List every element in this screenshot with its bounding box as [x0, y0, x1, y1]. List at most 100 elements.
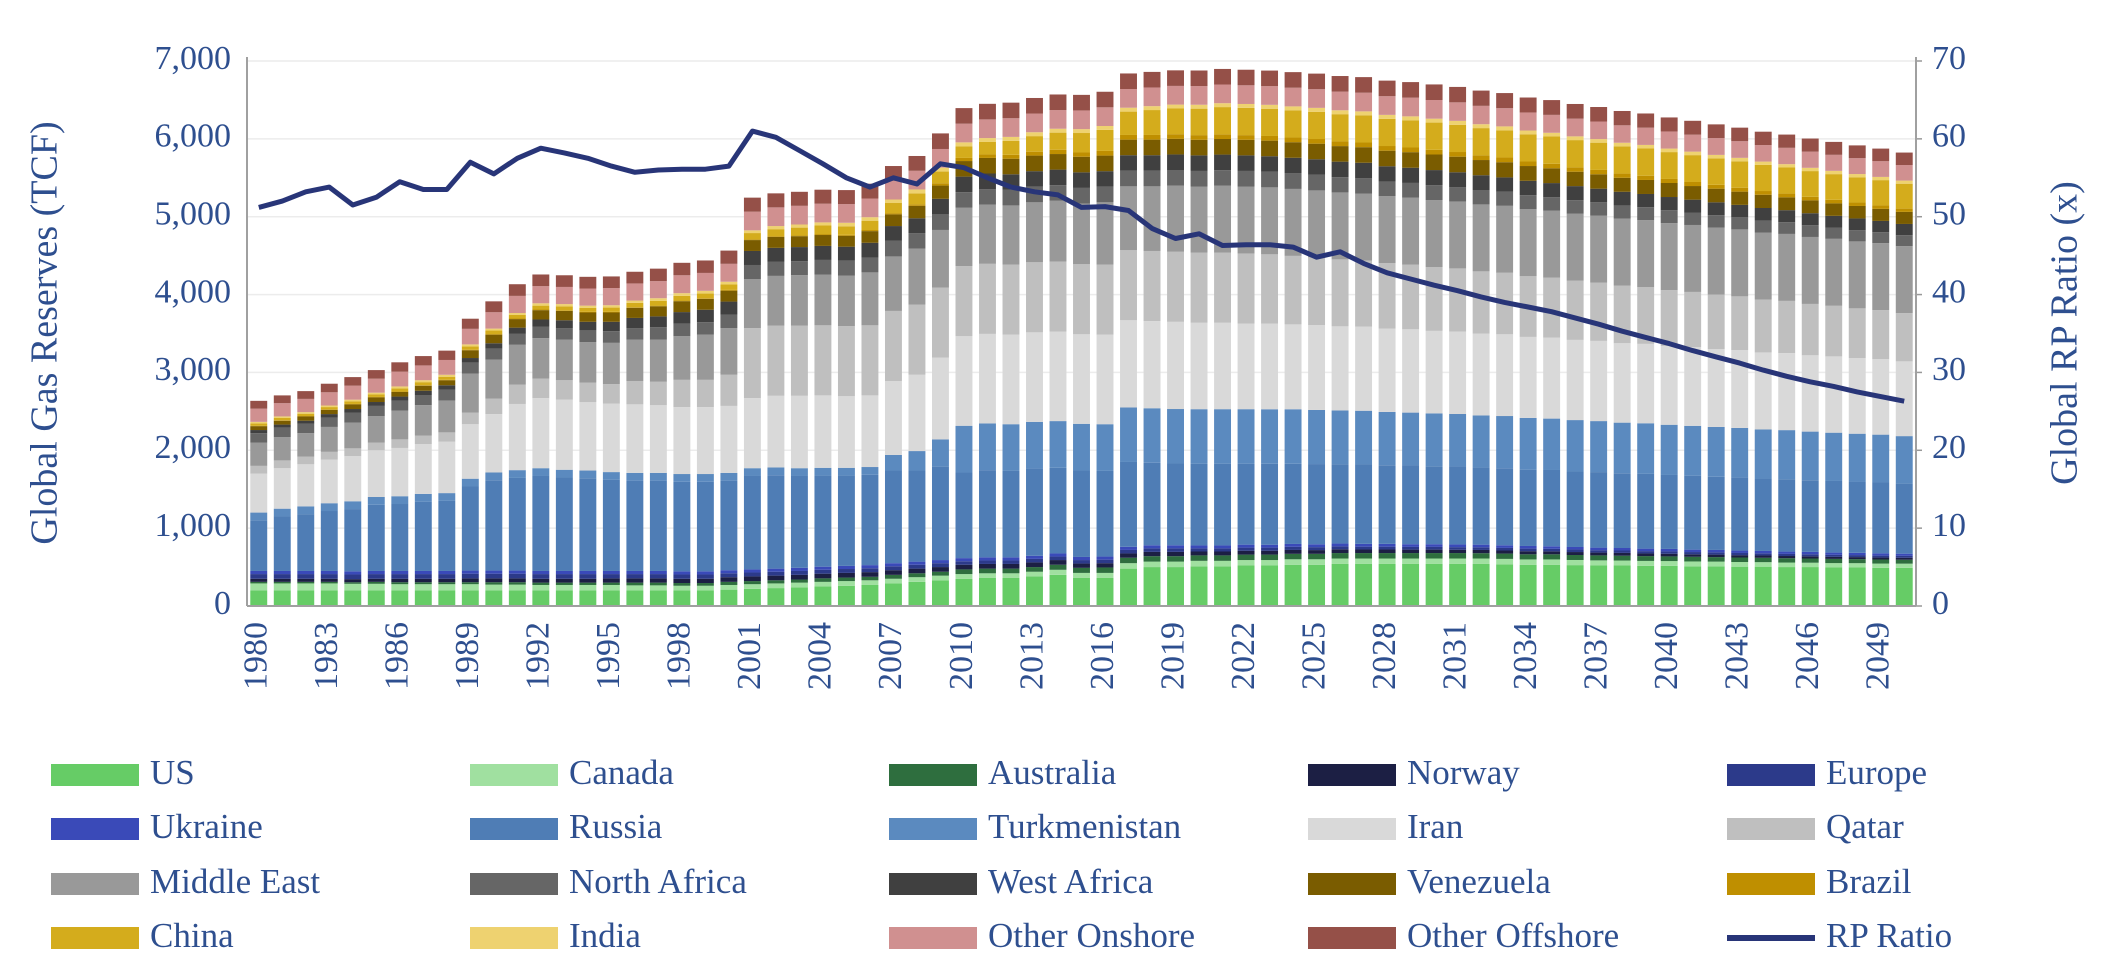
bar-segment [1543, 551, 1561, 555]
bar-segment [1660, 346, 1678, 425]
bar-segment [1190, 108, 1208, 136]
bar-segment [1801, 554, 1819, 557]
bar-segment [1496, 157, 1514, 163]
bar-segment [1707, 552, 1725, 555]
bar-segment [1073, 187, 1090, 204]
bar-segment [931, 560, 949, 564]
bar-segment [1331, 177, 1349, 193]
bar-segment [1261, 104, 1279, 109]
bar-segment [1590, 142, 1608, 170]
bar-segment [344, 448, 362, 457]
bar-segment [1002, 334, 1020, 425]
bar-segment [1566, 118, 1584, 137]
bar-segment [297, 514, 315, 571]
bar-segment [1872, 176, 1890, 181]
bar-segment [1778, 134, 1796, 148]
bar-segment [790, 587, 808, 606]
legend-swatch [51, 764, 139, 786]
bar-segment [602, 288, 620, 306]
bar-segment [1543, 100, 1561, 115]
bar-segment [367, 394, 385, 397]
bar-segment [1731, 557, 1749, 563]
bar-segment [720, 301, 738, 315]
bar-segment [931, 287, 949, 358]
bar-segment [1214, 551, 1232, 556]
legend-swatch [470, 818, 558, 840]
bar-segment [1895, 557, 1913, 560]
bar-segment [1519, 545, 1537, 549]
bar-segment [1096, 129, 1114, 151]
bar-segment [1214, 84, 1232, 104]
bar-segment [1237, 103, 1255, 108]
bar-segment [649, 281, 667, 299]
y-tick-label: 2,000 [155, 429, 232, 466]
bar-segment [1590, 121, 1608, 140]
bar-segment [743, 279, 761, 329]
bar-segment [1355, 162, 1373, 179]
bar-segment [602, 578, 620, 583]
bar-segment [1472, 467, 1490, 545]
bar-segment [1848, 563, 1866, 568]
bar-segment [1402, 182, 1420, 198]
bar-segment [626, 404, 644, 473]
bar-segment [720, 374, 738, 406]
bar-segment [508, 570, 526, 574]
bar-segment [720, 250, 738, 264]
bar-segment [1308, 547, 1326, 551]
bar-segment [1026, 97, 1043, 114]
bar-segment [1496, 545, 1514, 548]
bar-segment [1214, 68, 1232, 85]
bar-segment [1167, 134, 1184, 139]
bar-segment [391, 386, 409, 389]
bar-segment [1754, 207, 1772, 221]
bar-segment [1190, 555, 1208, 561]
bar-segment [743, 240, 761, 251]
bar-segment [1237, 463, 1255, 545]
bar-segment [673, 293, 691, 296]
bar-segment [1660, 556, 1678, 562]
bar-segment [391, 400, 409, 411]
bar-segment [1707, 227, 1725, 295]
bar-segment [1566, 136, 1584, 141]
bar-segment [767, 475, 785, 569]
bar-segment [1613, 218, 1631, 286]
bar-segment [1096, 202, 1114, 265]
bar-segment [1096, 556, 1114, 560]
bar-segment [438, 582, 456, 585]
bar-segment [790, 395, 808, 469]
bar-segment [1660, 565, 1678, 606]
bar-segment [1519, 180, 1537, 196]
bar-segment [1566, 213, 1584, 281]
bar-segment [884, 240, 902, 257]
bar-segment [743, 572, 761, 577]
bar-segment [273, 437, 291, 461]
bar-segment [1261, 254, 1279, 324]
legend-label: Australia [988, 753, 1117, 792]
bar-segment [297, 456, 315, 465]
bar-segment [414, 356, 432, 366]
bar-segment [743, 233, 761, 240]
bar-segment [532, 590, 550, 606]
bar-segment [1848, 552, 1866, 556]
bar-segment [1143, 71, 1161, 88]
bar-segment [1519, 417, 1537, 470]
bar-segment [1026, 562, 1043, 568]
bar-segment [438, 374, 456, 377]
bar-segment [1566, 140, 1584, 168]
bar-segment [1754, 164, 1772, 192]
bar-segment [1801, 225, 1819, 237]
bar-segment [1378, 114, 1396, 119]
bar-segment [320, 392, 338, 406]
bar-segment [414, 501, 432, 571]
bar-segment [1167, 70, 1184, 86]
bar-segment [720, 472, 738, 481]
bar-segment [767, 588, 785, 606]
bar-segment [696, 298, 714, 310]
bar-segment [1214, 154, 1232, 171]
bar-segment [649, 472, 667, 481]
bar-segment [1331, 146, 1349, 162]
bar-segment [1801, 236, 1819, 304]
bar-segment [1590, 472, 1608, 548]
bar-segment [579, 578, 597, 583]
bar-segment [1707, 154, 1725, 159]
